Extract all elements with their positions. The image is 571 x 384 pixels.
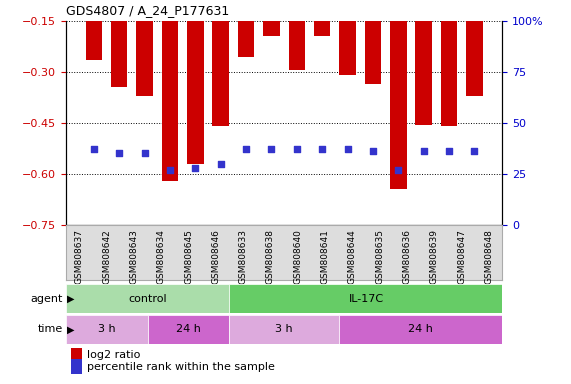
Bar bbox=[390, 21, 407, 189]
Point bbox=[166, 167, 175, 173]
Text: control: control bbox=[128, 293, 167, 304]
Bar bbox=[339, 315, 502, 344]
Point bbox=[444, 148, 453, 154]
Point bbox=[470, 148, 479, 154]
Bar bbox=[415, 21, 432, 124]
Bar bbox=[162, 21, 178, 180]
Bar bbox=[263, 21, 280, 36]
Point bbox=[419, 148, 428, 154]
Bar bbox=[66, 284, 230, 313]
Bar bbox=[238, 21, 254, 57]
Bar bbox=[66, 315, 147, 344]
Point bbox=[292, 146, 301, 152]
Bar bbox=[230, 315, 339, 344]
Text: GSM808646: GSM808646 bbox=[211, 229, 220, 284]
Text: 24 h: 24 h bbox=[176, 324, 201, 334]
Bar bbox=[288, 21, 305, 70]
Bar bbox=[136, 21, 153, 96]
Text: percentile rank within the sample: percentile rank within the sample bbox=[87, 362, 275, 372]
Point bbox=[140, 151, 149, 157]
Text: 3 h: 3 h bbox=[275, 324, 293, 334]
Text: 24 h: 24 h bbox=[408, 324, 433, 334]
Point bbox=[368, 148, 377, 154]
Point bbox=[317, 146, 327, 152]
Point bbox=[115, 151, 124, 157]
Text: GSM808638: GSM808638 bbox=[266, 229, 275, 284]
Text: GSM808642: GSM808642 bbox=[102, 229, 111, 284]
Text: ▶: ▶ bbox=[67, 293, 74, 304]
Text: GSM808645: GSM808645 bbox=[184, 229, 193, 284]
Bar bbox=[147, 315, 230, 344]
Text: IL-17C: IL-17C bbox=[348, 293, 384, 304]
Bar bbox=[86, 21, 102, 60]
Text: GSM808633: GSM808633 bbox=[239, 229, 248, 284]
Text: ▶: ▶ bbox=[67, 324, 74, 334]
Bar bbox=[365, 21, 381, 84]
Point bbox=[89, 146, 98, 152]
Text: GSM808635: GSM808635 bbox=[375, 229, 384, 284]
Text: GSM808641: GSM808641 bbox=[320, 229, 329, 284]
Text: GSM808643: GSM808643 bbox=[130, 229, 138, 284]
Text: GSM808639: GSM808639 bbox=[430, 229, 439, 284]
Text: GSM808640: GSM808640 bbox=[293, 229, 302, 284]
Text: log2 ratio: log2 ratio bbox=[87, 350, 140, 360]
Bar bbox=[314, 21, 331, 36]
Point bbox=[267, 146, 276, 152]
Bar bbox=[339, 21, 356, 75]
Point bbox=[393, 167, 403, 173]
Bar bbox=[441, 21, 457, 126]
Text: GSM808637: GSM808637 bbox=[75, 229, 84, 284]
Point bbox=[191, 165, 200, 171]
Bar bbox=[187, 21, 203, 164]
Text: GSM808647: GSM808647 bbox=[457, 229, 466, 284]
Bar bbox=[111, 21, 127, 87]
Text: GDS4807 / A_24_P177631: GDS4807 / A_24_P177631 bbox=[66, 4, 229, 17]
Point bbox=[343, 146, 352, 152]
Text: GSM808648: GSM808648 bbox=[484, 229, 493, 284]
Text: GSM808636: GSM808636 bbox=[403, 229, 412, 284]
Point bbox=[242, 146, 251, 152]
Bar bbox=[212, 21, 229, 126]
Text: 3 h: 3 h bbox=[98, 324, 115, 334]
Bar bbox=[466, 21, 482, 96]
Point bbox=[216, 161, 225, 167]
Text: agent: agent bbox=[30, 293, 63, 304]
Text: GSM808634: GSM808634 bbox=[156, 229, 166, 284]
Text: time: time bbox=[38, 324, 63, 334]
Bar bbox=[230, 284, 502, 313]
Text: GSM808644: GSM808644 bbox=[348, 229, 357, 284]
